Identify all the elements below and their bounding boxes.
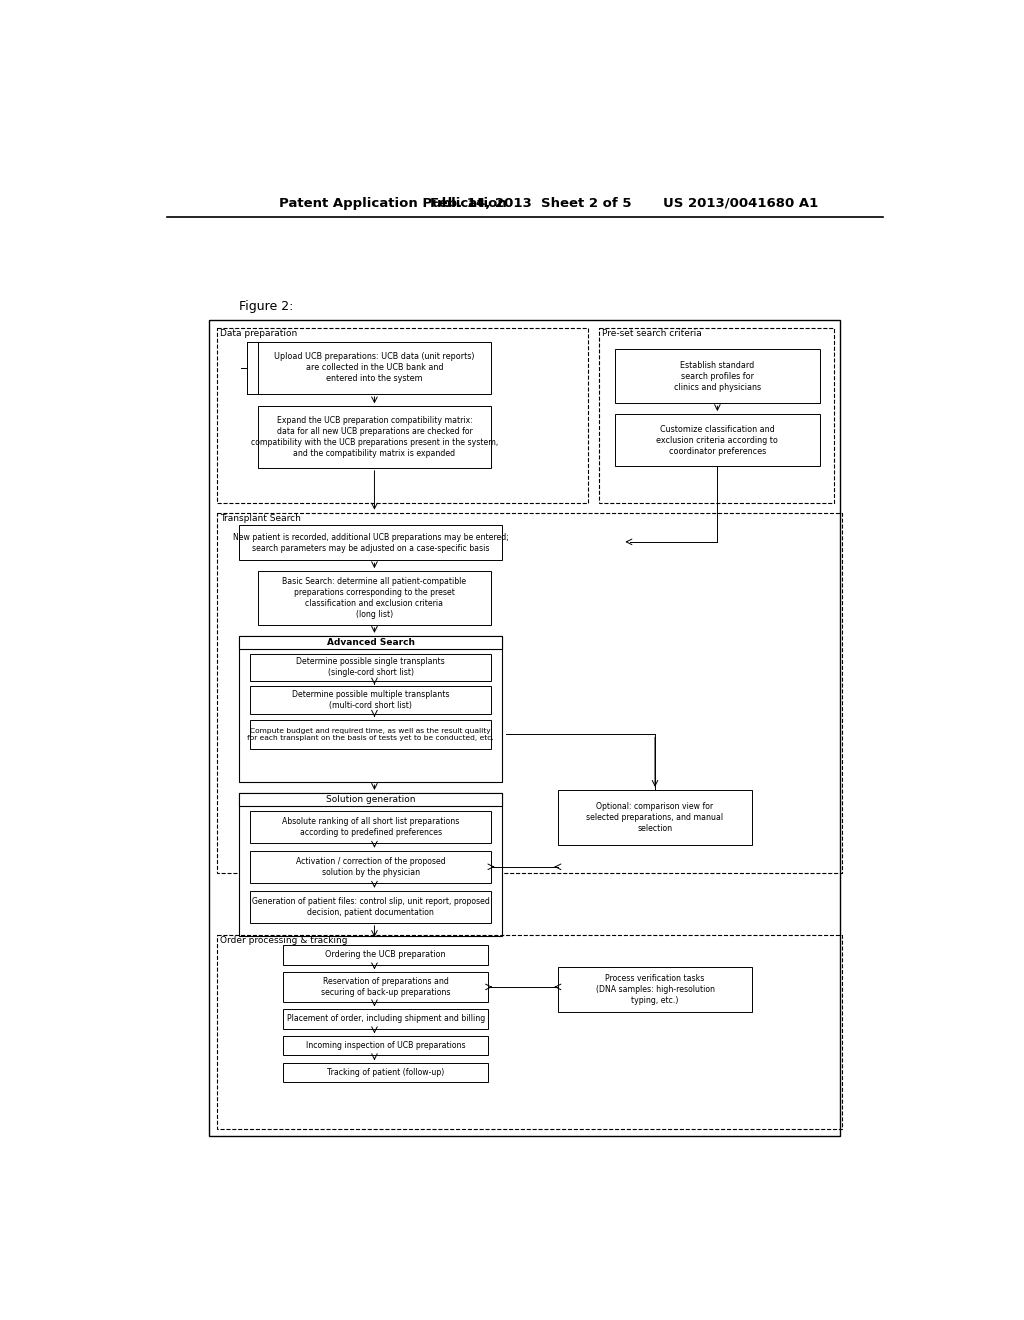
Text: Transplant Search: Transplant Search	[220, 515, 301, 523]
Bar	[258, 342, 490, 395]
Bar	[239, 793, 503, 936]
Bar	[283, 1010, 488, 1028]
Bar	[239, 793, 503, 807]
Text: Optional: comparison view for
selected preparations, and manual
selection: Optional: comparison view for selected p…	[587, 803, 724, 833]
Bar	[239, 636, 503, 781]
Text: Placement of order, including shipment and billing: Placement of order, including shipment a…	[287, 1014, 484, 1023]
Text: Ordering the UCB preparation: Ordering the UCB preparation	[326, 950, 445, 960]
Text: Data preparation: Data preparation	[220, 330, 298, 338]
Bar	[239, 525, 503, 560]
Text: Advanced Search: Advanced Search	[327, 638, 415, 647]
Text: Upload UCB preparations: UCB data (unit reports)
are collected in the UCB bank a: Upload UCB preparations: UCB data (unit …	[274, 352, 475, 383]
Text: Expand the UCB preparation compatibility matrix:
data for all new UCB preparatio: Expand the UCB preparation compatibility…	[251, 416, 498, 458]
Bar	[209, 321, 841, 1137]
Bar	[283, 945, 488, 965]
Bar	[239, 636, 503, 649]
Bar	[251, 719, 490, 748]
Text: Order processing & tracking: Order processing & tracking	[220, 936, 348, 945]
Text: Pre-set search criteria: Pre-set search criteria	[602, 330, 702, 338]
Text: Reservation of preparations and
securing of back-up preparations: Reservation of preparations and securing…	[321, 977, 451, 997]
Text: Figure 2:: Figure 2:	[239, 300, 293, 313]
Text: New patient is recorded, additional UCB preparations may be entered;
search para: New patient is recorded, additional UCB …	[232, 532, 509, 553]
Bar	[614, 350, 820, 404]
Text: Patent Application Publication: Patent Application Publication	[280, 197, 507, 210]
Text: Determine possible multiple transplants
(multi-cord short list): Determine possible multiple transplants …	[292, 689, 450, 710]
Bar	[283, 1063, 488, 1082]
Text: Basic Search: determine all patient-compatible
preparations corresponding to the: Basic Search: determine all patient-comp…	[283, 577, 467, 619]
Text: Generation of patient files: control slip, unit report, proposed
decision, patie: Generation of patient files: control sli…	[252, 896, 489, 917]
Text: Determine possible single transplants
(single-cord short list): Determine possible single transplants (s…	[296, 657, 445, 677]
Bar	[258, 407, 490, 469]
Bar	[258, 572, 490, 626]
Text: Feb. 14, 2013  Sheet 2 of 5: Feb. 14, 2013 Sheet 2 of 5	[430, 197, 632, 210]
Bar	[283, 1036, 488, 1056]
Bar	[283, 973, 488, 1002]
Bar	[251, 891, 490, 923]
Bar	[251, 686, 490, 714]
Bar	[599, 327, 834, 503]
Bar	[217, 512, 842, 873]
Text: Customize classification and
exclusion criteria according to
coordinator prefere: Customize classification and exclusion c…	[656, 425, 778, 455]
Bar	[217, 327, 588, 503]
Text: Process verification tasks
(DNA samples: high-resolution
typing, etc.): Process verification tasks (DNA samples:…	[596, 974, 715, 1005]
Text: US 2013/0041680 A1: US 2013/0041680 A1	[663, 197, 818, 210]
Bar	[251, 850, 490, 883]
Text: Absolute ranking of all short list preparations
according to predefined preferen: Absolute ranking of all short list prepa…	[282, 817, 459, 837]
Bar	[558, 966, 752, 1011]
Text: Solution generation: Solution generation	[326, 795, 416, 804]
Bar	[614, 414, 820, 466]
Text: Establish standard
search profiles for
clinics and physicians: Establish standard search profiles for c…	[674, 360, 761, 392]
Text: Compute budget and required time, as well as the result quality
for each transpl: Compute budget and required time, as wel…	[247, 727, 494, 741]
Bar	[217, 935, 842, 1129]
Bar	[251, 810, 490, 843]
Bar	[251, 653, 490, 681]
Text: Tracking of patient (follow-up): Tracking of patient (follow-up)	[327, 1068, 444, 1077]
Text: Activation / correction of the proposed
solution by the physician: Activation / correction of the proposed …	[296, 857, 445, 876]
Bar	[558, 789, 752, 845]
Text: Incoming inspection of UCB preparations: Incoming inspection of UCB preparations	[306, 1041, 466, 1051]
